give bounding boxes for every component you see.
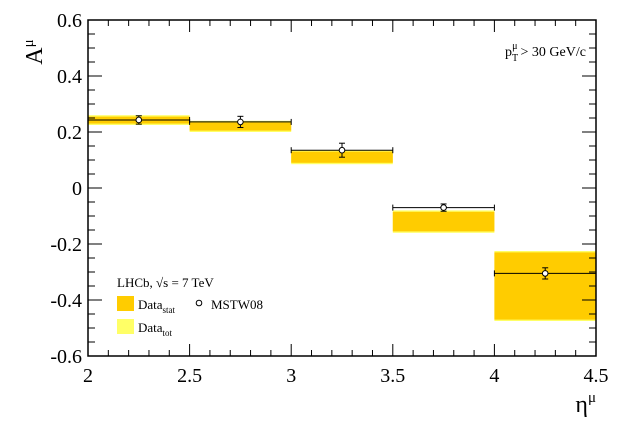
legend-marker-mstw08 [195, 299, 203, 307]
x-tick-label: 2.5 [177, 365, 202, 387]
legend-swatch-tot [117, 319, 134, 334]
data-stat-band-4 [494, 252, 596, 320]
mstw08-marker-2 [338, 146, 346, 154]
mstw08-point-3 [392, 203, 495, 212]
x-tick-label: 4.5 [584, 365, 609, 387]
y-tick-label: -0.6 [50, 346, 82, 368]
mstw08-points [87, 115, 597, 280]
x-tick-label: 4 [489, 365, 499, 387]
y-tick-label: -0.2 [50, 234, 82, 256]
legend-label-mstw08: MSTW08 [211, 297, 263, 312]
x-tick-label: 2 [83, 365, 93, 387]
mstw08-marker-3 [440, 204, 447, 211]
mstw08-marker-1 [237, 118, 244, 126]
y-tick-label: -0.4 [50, 290, 82, 312]
pt-cut-annotation: pTμ > 30 GeV/c [505, 41, 586, 64]
mstw08-marker-0 [135, 116, 143, 124]
mstw08-marker-4 [541, 270, 549, 277]
y-tick-label: 0.6 [57, 10, 82, 32]
y-tick-label: 0.2 [57, 122, 82, 144]
x-tick-label: 3.5 [380, 365, 405, 387]
mstw08-point-2 [290, 142, 394, 158]
y-tick-label: 0 [72, 178, 82, 200]
legend: LHCb, √s = 7 TeV Datastat MSTW08 Datatot [117, 275, 263, 338]
mstw08-point-4 [493, 267, 597, 280]
axis-tick-labels: 2 2.5 3 3.5 4 4.5 -0.6 -0.4 -0.2 0 0.2 0.4 0.6 [50, 10, 608, 387]
y-tick-label: 0.4 [57, 66, 82, 88]
legend-label-tot: Datatot [138, 320, 173, 338]
x-tick-label: 3 [286, 365, 296, 387]
legend-label-stat: Datastat [138, 297, 176, 315]
data-stat-band-3 [392, 211, 495, 232]
mstw08-point-1 [189, 115, 292, 129]
legend-header: LHCb, √s = 7 TeV [117, 275, 214, 290]
axis-ticks [87, 19, 597, 357]
y-axis-label: Aμ [21, 39, 48, 64]
legend-swatch-stat [117, 296, 134, 311]
x-axis-label: ημ [575, 390, 596, 418]
